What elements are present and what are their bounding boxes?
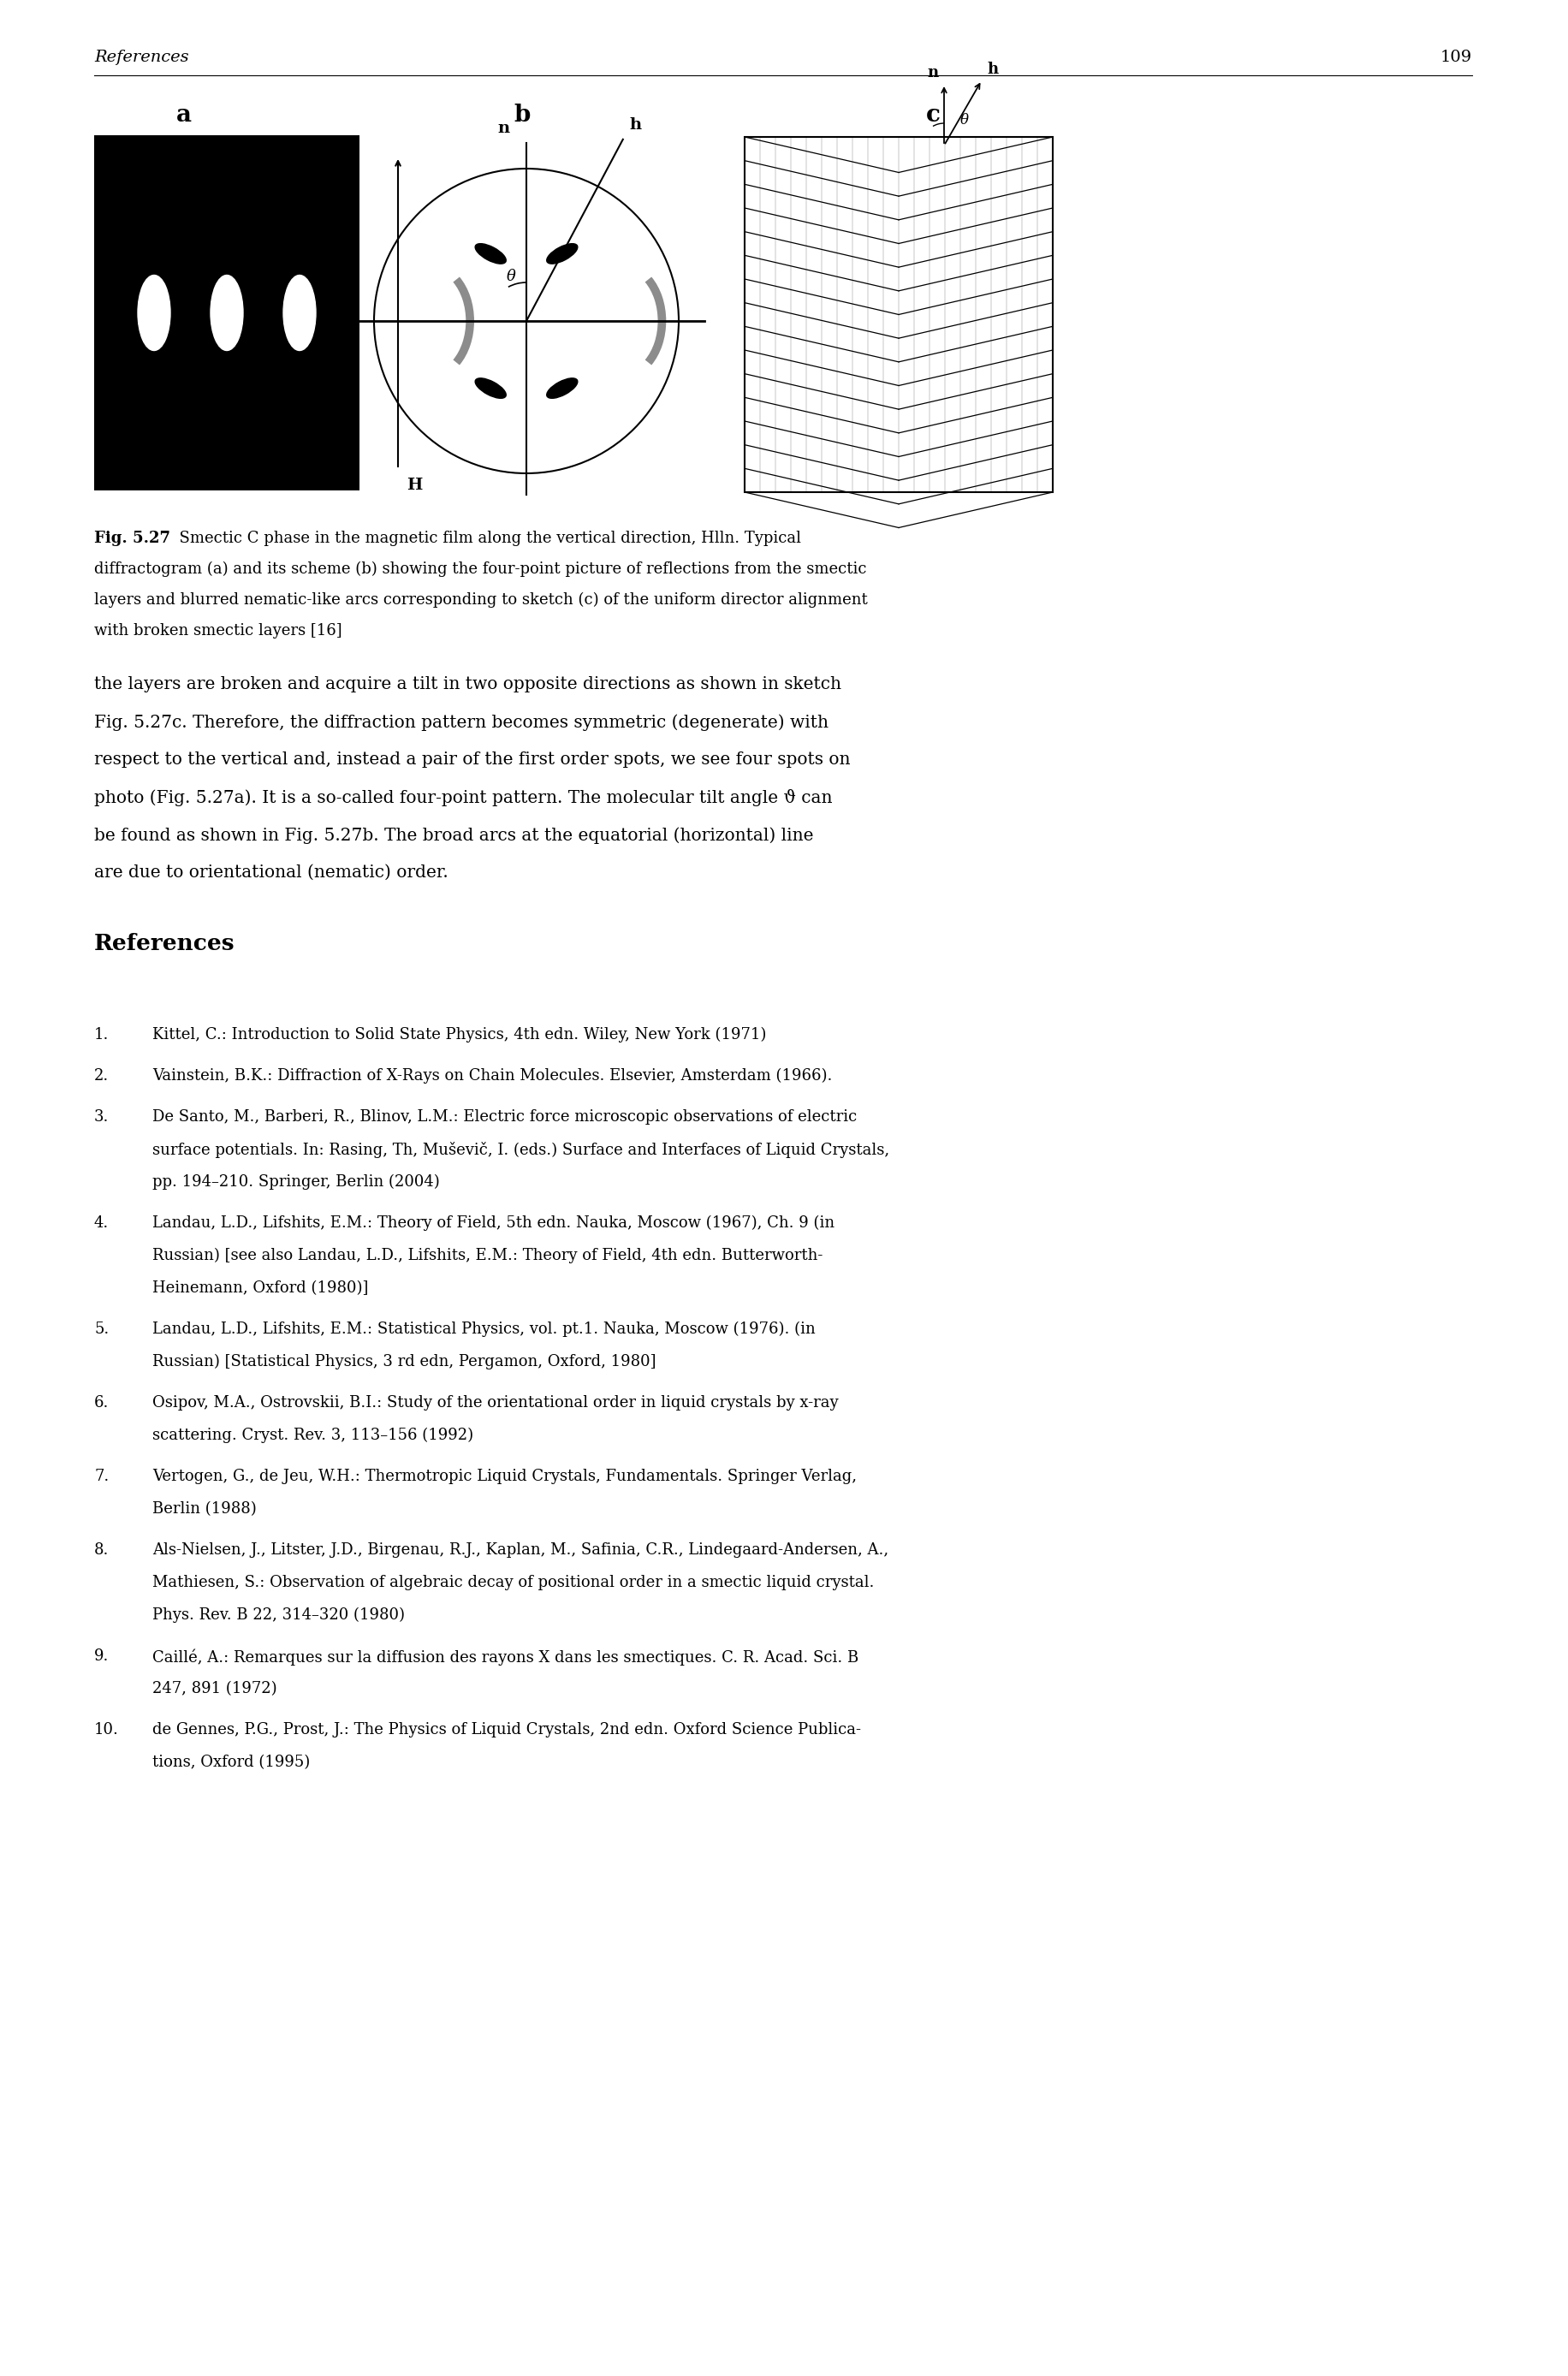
Text: Mathiesen, S.: Observation of algebraic decay of positional order in a smectic l: Mathiesen, S.: Observation of algebraic …	[152, 1575, 875, 1590]
Text: a: a	[176, 105, 191, 126]
Ellipse shape	[138, 276, 171, 352]
Text: diffractogram (a) and its scheme (b) showing the four-point picture of reflectio: diffractogram (a) and its scheme (b) sho…	[94, 561, 867, 577]
Ellipse shape	[475, 245, 506, 264]
Text: b: b	[514, 105, 530, 126]
Text: tions, Oxford (1995): tions, Oxford (1995)	[152, 1753, 310, 1770]
Ellipse shape	[547, 245, 577, 264]
Text: θ: θ	[960, 112, 969, 126]
Text: 10.: 10.	[94, 1723, 119, 1737]
Text: with broken smectic layers [16]: with broken smectic layers [16]	[94, 623, 342, 639]
Text: 247, 891 (1972): 247, 891 (1972)	[152, 1680, 278, 1696]
Text: photo (Fig. 5.27a). It is a so-called four-point pattern. The molecular tilt ang: photo (Fig. 5.27a). It is a so-called fo…	[94, 789, 833, 805]
Text: Vainstein, B.K.: Diffraction of X-Rays on Chain Molecules. Elsevier, Amsterdam (: Vainstein, B.K.: Diffraction of X-Rays o…	[152, 1069, 833, 1083]
Text: 1.: 1.	[94, 1026, 110, 1043]
Text: H: H	[406, 478, 422, 492]
Text: be found as shown in Fig. 5.27b. The broad arcs at the equatorial (horizontal) l: be found as shown in Fig. 5.27b. The bro…	[94, 827, 814, 843]
Bar	[745, 138, 1052, 492]
Text: Als-Nielsen, J., Litster, J.D., Birgenau, R.J., Kaplan, M., Safinia, C.R., Linde: Als-Nielsen, J., Litster, J.D., Birgenau…	[152, 1542, 889, 1559]
Ellipse shape	[547, 378, 577, 399]
Text: Fig. 5.27: Fig. 5.27	[94, 530, 171, 546]
Text: c: c	[925, 105, 941, 126]
Text: h: h	[986, 62, 999, 76]
Text: Landau, L.D., Lifshits, E.M.: Statistical Physics, vol. pt.1. Nauka, Moscow (197: Landau, L.D., Lifshits, E.M.: Statistica…	[152, 1321, 815, 1338]
Text: 9.: 9.	[94, 1649, 110, 1663]
Text: 5.: 5.	[94, 1321, 108, 1338]
Text: 7.: 7.	[94, 1468, 108, 1485]
Text: Caillé, A.: Remarques sur la diffusion des rayons X dans les smectiques. C. R. A: Caillé, A.: Remarques sur la diffusion d…	[152, 1649, 859, 1666]
Text: de Gennes, P.G., Prost, J.: The Physics of Liquid Crystals, 2nd edn. Oxford Scie: de Gennes, P.G., Prost, J.: The Physics …	[152, 1723, 861, 1737]
Text: pp. 194–210. Springer, Berlin (2004): pp. 194–210. Springer, Berlin (2004)	[152, 1174, 439, 1190]
Text: 3.: 3.	[94, 1110, 110, 1124]
Text: Fig. 5.27c. Therefore, the diffraction pattern becomes symmetric (degenerate) wi: Fig. 5.27c. Therefore, the diffraction p…	[94, 713, 828, 732]
Text: Phys. Rev. B 22, 314–320 (1980): Phys. Rev. B 22, 314–320 (1980)	[152, 1609, 405, 1623]
Text: References: References	[94, 50, 188, 64]
Ellipse shape	[475, 378, 506, 399]
Text: layers and blurred nematic-like arcs corresponding to sketch (c) of the uniform : layers and blurred nematic-like arcs cor…	[94, 592, 867, 608]
Text: surface potentials. In: Rasing, Th, Muševič, I. (eds.) Surface and Interfaces of: surface potentials. In: Rasing, Th, Muše…	[152, 1143, 889, 1157]
Text: 2.: 2.	[94, 1069, 108, 1083]
Text: Russian) [Statistical Physics, 3 rd edn, Pergamon, Oxford, 1980]: Russian) [Statistical Physics, 3 rd edn,…	[152, 1354, 655, 1369]
Ellipse shape	[284, 276, 315, 352]
Text: Vertogen, G., de Jeu, W.H.: Thermotropic Liquid Crystals, Fundamentals. Springer: Vertogen, G., de Jeu, W.H.: Thermotropic…	[152, 1468, 856, 1485]
Text: are due to orientational (nematic) order.: are due to orientational (nematic) order…	[94, 865, 448, 881]
Text: 8.: 8.	[94, 1542, 110, 1559]
Text: 109: 109	[1441, 50, 1472, 64]
Ellipse shape	[210, 276, 243, 352]
Text: respect to the vertical and, instead a pair of the first order spots, we see fou: respect to the vertical and, instead a p…	[94, 751, 850, 767]
Text: De Santo, M., Barberi, R., Blinov, L.M.: Electric force microscopic observations: De Santo, M., Barberi, R., Blinov, L.M.:…	[152, 1110, 858, 1124]
Text: n: n	[497, 121, 510, 135]
Text: Smectic C phase in the magnetic film along the vertical direction, Hlln. Typical: Smectic C phase in the magnetic film alo…	[169, 530, 801, 546]
Text: Berlin (1988): Berlin (1988)	[152, 1502, 257, 1516]
Text: h: h	[630, 116, 641, 133]
Text: Heinemann, Oxford (1980)]: Heinemann, Oxford (1980)]	[152, 1281, 368, 1295]
Text: References: References	[94, 934, 235, 955]
Text: Landau, L.D., Lifshits, E.M.: Theory of Field, 5th edn. Nauka, Moscow (1967), Ch: Landau, L.D., Lifshits, E.M.: Theory of …	[152, 1217, 834, 1231]
Text: 6.: 6.	[94, 1395, 110, 1411]
Text: Russian) [see also Landau, L.D., Lifshits, E.M.: Theory of Field, 4th edn. Butte: Russian) [see also Landau, L.D., Lifshit…	[152, 1247, 823, 1264]
Text: Kittel, C.: Introduction to Solid State Physics, 4th edn. Wiley, New York (1971): Kittel, C.: Introduction to Solid State …	[152, 1026, 767, 1043]
Text: 4.: 4.	[94, 1217, 108, 1231]
Text: Osipov, M.A., Ostrovskii, B.I.: Study of the orientational order in liquid cryst: Osipov, M.A., Ostrovskii, B.I.: Study of…	[152, 1395, 839, 1411]
Bar	[94, 135, 359, 489]
Text: n: n	[928, 64, 939, 81]
Text: θ: θ	[506, 268, 516, 285]
Text: scattering. Cryst. Rev. 3, 113–156 (1992): scattering. Cryst. Rev. 3, 113–156 (1992…	[152, 1428, 474, 1442]
Text: the layers are broken and acquire a tilt in two opposite directions as shown in : the layers are broken and acquire a tilt…	[94, 677, 842, 691]
